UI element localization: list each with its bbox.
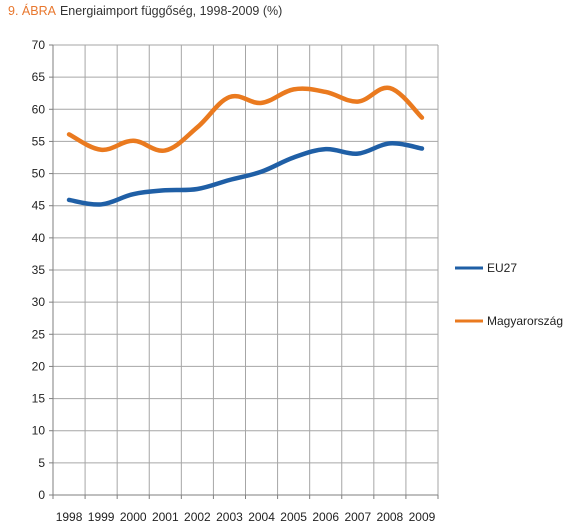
y-tick-label: 0 bbox=[38, 488, 45, 502]
legend: EU27 Magyarország bbox=[455, 261, 563, 328]
grid-lines bbox=[53, 44, 439, 495]
y-tick-label: 15 bbox=[32, 392, 46, 406]
y-tick-label: 50 bbox=[32, 167, 46, 181]
series-lines bbox=[66, 85, 425, 207]
y-tick-label: 10 bbox=[32, 424, 46, 438]
legend-label: EU27 bbox=[487, 261, 517, 275]
y-tick-label: 60 bbox=[32, 102, 46, 116]
x-tick-label: 2006 bbox=[312, 510, 339, 524]
x-tick-label: 2001 bbox=[152, 510, 179, 524]
x-tick-label: 2004 bbox=[248, 510, 275, 524]
chart-title: 9. ÁBRA Energiaimport függőség, 1998-2009… bbox=[8, 4, 282, 18]
y-tick-label: 35 bbox=[32, 263, 46, 277]
y-tick-label: 65 bbox=[32, 70, 46, 84]
y-tick-labels: 0 5 10 15 20 25 30 35 40 45 50 55 60 65 70 bbox=[32, 38, 46, 502]
axes bbox=[49, 44, 439, 499]
y-tick-label: 25 bbox=[32, 327, 46, 341]
x-tick-label: 2000 bbox=[120, 510, 147, 524]
series-line-1 bbox=[66, 85, 425, 153]
y-tick-label: 55 bbox=[32, 134, 46, 148]
figure-number: 9. ÁBRA bbox=[8, 4, 56, 18]
x-tick-label: 2008 bbox=[377, 510, 404, 524]
x-tick-label: 1999 bbox=[88, 510, 115, 524]
x-tick-label: 1998 bbox=[56, 510, 83, 524]
y-tick-label: 70 bbox=[32, 38, 46, 52]
x-tick-label: 2002 bbox=[184, 510, 211, 524]
x-tick-labels: 1998 1999 2000 2001 2002 2003 2004 2005 2006 2007… bbox=[56, 510, 436, 524]
series-line-0 bbox=[66, 141, 425, 207]
y-tick-label: 40 bbox=[32, 231, 46, 245]
x-tick-label: 2005 bbox=[280, 510, 307, 524]
legend-label: Magyarország bbox=[487, 314, 563, 328]
figure-title: Energiaimport függőség, 1998-2009 (%) bbox=[59, 4, 283, 18]
y-tick-label: 30 bbox=[32, 295, 46, 309]
y-tick-label: 20 bbox=[32, 359, 46, 373]
y-tick-label: 45 bbox=[32, 199, 46, 213]
x-tick-label: 2007 bbox=[344, 510, 371, 524]
x-tick-label: 2003 bbox=[216, 510, 243, 524]
y-tick-label: 5 bbox=[38, 456, 45, 470]
x-tick-label: 2009 bbox=[409, 510, 436, 524]
